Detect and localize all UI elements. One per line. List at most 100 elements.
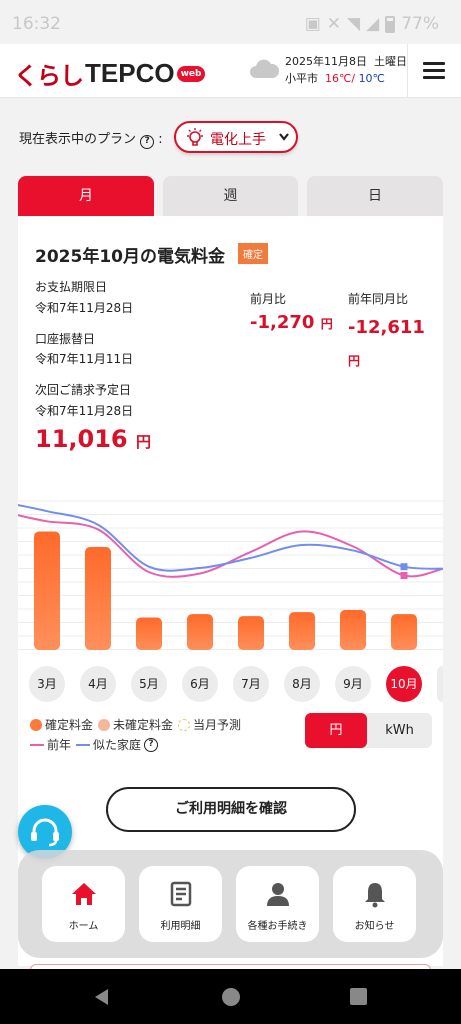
pay-due-value: 令和7年11月28日 bbox=[35, 301, 134, 315]
weather-date: 2025年11月8日 土曜日 bbox=[285, 53, 407, 69]
bar-10月[interactable] bbox=[391, 614, 417, 650]
app-header: くらし TEPCO web 2025年11月8日 土曜日 小平市 16℃/ 10… bbox=[0, 44, 461, 98]
headset-icon bbox=[31, 818, 59, 847]
home-circle-icon[interactable] bbox=[221, 987, 241, 1007]
plan-selector[interactable]: 電化上手 bbox=[174, 121, 298, 153]
tab-day[interactable]: 日 bbox=[307, 176, 443, 216]
nav-notices[interactable]: お知らせ bbox=[333, 866, 416, 942]
nav-procedures[interactable]: 各種お手続き bbox=[236, 866, 319, 942]
legend-confirmed-dot bbox=[30, 718, 42, 731]
line-marker bbox=[400, 572, 408, 579]
mute-icon: ✕ bbox=[326, 14, 342, 34]
tab-month[interactable]: 月 bbox=[18, 176, 154, 216]
bar-9月[interactable] bbox=[340, 610, 366, 650]
bar-7月[interactable] bbox=[238, 616, 264, 650]
temp-low: 10℃ bbox=[358, 72, 385, 85]
legend-forecast: 当月予測 bbox=[193, 718, 242, 732]
status-icons: ▣ ✕ ◥ ◢ 77% bbox=[305, 14, 439, 34]
legend-similar: 似た家庭 bbox=[93, 738, 142, 752]
unit-toggle: 円 kWh bbox=[305, 713, 432, 748]
debit-value: 令和7年11月11日 bbox=[35, 352, 134, 366]
bill-amount: 11,016 円 bbox=[35, 425, 151, 453]
bar-6月[interactable] bbox=[187, 614, 213, 650]
logo-web-badge: web bbox=[176, 65, 206, 82]
bar-3月[interactable] bbox=[34, 531, 60, 650]
help-icon[interactable]: ? bbox=[140, 135, 155, 149]
nav-usage-label: 利用明細 bbox=[160, 921, 201, 932]
tab-week[interactable]: 週 bbox=[163, 176, 298, 216]
weather-weekday: 土曜日 bbox=[374, 55, 407, 68]
legend-confirmed: 確定料金 bbox=[45, 718, 94, 732]
plan-label: 現在表示中のプラン bbox=[19, 132, 137, 147]
legend-row-2: 前年 似た家庭 ? bbox=[30, 736, 159, 753]
legend-forecast-dot bbox=[178, 718, 191, 731]
chevron-down-icon bbox=[279, 133, 289, 141]
screenshot-icon: ▣ bbox=[304, 14, 321, 34]
month-button-5月[interactable]: 5月 bbox=[131, 666, 167, 702]
legend-help-icon[interactable]: ? bbox=[144, 737, 159, 752]
document-icon bbox=[170, 881, 191, 907]
view-details-button[interactable]: ご利用明細を確認 bbox=[106, 787, 356, 832]
prev-month-unit: 円 bbox=[320, 317, 333, 331]
plan-label-row: 現在表示中のプラン ? : bbox=[19, 128, 163, 149]
legend-row-1: 確定料金 未確定料金 当月予測 bbox=[30, 716, 241, 733]
month-button-3月[interactable]: 3月 bbox=[29, 666, 65, 702]
hamburger-menu-icon[interactable] bbox=[423, 62, 445, 80]
prev-month-label: 前月比 bbox=[250, 292, 287, 306]
bar-8月[interactable] bbox=[289, 612, 315, 650]
bill-amount-value: 11,016 bbox=[35, 425, 128, 453]
nav-usage-details[interactable]: 利用明細 bbox=[139, 866, 222, 942]
line-similar-homes bbox=[18, 504, 443, 572]
line-marker bbox=[400, 563, 408, 571]
battery-percent: 77% bbox=[401, 14, 439, 34]
prev-month-diff: -1,270 円 bbox=[250, 312, 333, 333]
cloud-icon bbox=[250, 59, 280, 78]
debit-label: 口座振替日 bbox=[35, 332, 96, 346]
home-icon bbox=[71, 883, 96, 905]
weather-city: 小平市 bbox=[285, 72, 318, 85]
bill-title: 2025年10月の電気料金 bbox=[35, 247, 225, 267]
bill-chart bbox=[18, 500, 443, 650]
legend-lastyear-line bbox=[30, 743, 44, 746]
nav-home[interactable]: ホーム bbox=[42, 866, 125, 942]
back-icon[interactable] bbox=[93, 988, 111, 1006]
prev-year-label: 前年同月比 bbox=[348, 292, 409, 306]
month-button-4月[interactable]: 4月 bbox=[80, 666, 116, 702]
status-bar: 16:32 ▣ ✕ ◥ ◢ 77% bbox=[0, 0, 461, 44]
weather-temp: 小平市 16℃/ 10℃ bbox=[285, 70, 385, 86]
status-time: 16:32 bbox=[12, 14, 61, 34]
bar-5月[interactable] bbox=[136, 617, 162, 650]
month-button-6月[interactable]: 6月 bbox=[182, 666, 218, 702]
prev-year-unit: 円 bbox=[348, 354, 361, 368]
plan-colon: : bbox=[158, 132, 163, 147]
next-bill-label: 次回ご請求予定日 bbox=[35, 383, 132, 397]
pay-due-label: お支払期限日 bbox=[35, 280, 108, 294]
bar-4月[interactable] bbox=[85, 547, 111, 650]
system-nav-bar bbox=[0, 969, 461, 1024]
logo-mark: くらし bbox=[14, 62, 84, 90]
weather-date-text: 2025年11月8日 bbox=[285, 55, 367, 68]
prev-year-diff: -12,611 円 bbox=[348, 312, 428, 377]
legend-unconfirmed-dot bbox=[98, 718, 111, 731]
tepco-logo[interactable]: くらし TEPCO web bbox=[14, 56, 206, 91]
prev-year-value: -12,611 bbox=[348, 317, 425, 338]
bill-amount-unit: 円 bbox=[135, 433, 151, 451]
recents-icon[interactable] bbox=[350, 988, 367, 1005]
line-last-year bbox=[18, 514, 443, 578]
month-button-7月[interactable]: 7月 bbox=[233, 666, 269, 702]
unit-kwh-button[interactable]: kWh bbox=[385, 723, 414, 738]
logo-text: TEPCO bbox=[85, 58, 175, 88]
bell-icon bbox=[364, 883, 385, 908]
month-button-8月[interactable]: 8月 bbox=[284, 666, 320, 702]
month-button-9月[interactable]: 9月 bbox=[335, 666, 371, 702]
signal-icon: ◢ bbox=[366, 14, 380, 34]
battery-icon bbox=[385, 15, 396, 33]
nav-procedures-label: 各種お手続き bbox=[247, 921, 308, 932]
unit-yen-button[interactable]: 円 bbox=[305, 713, 367, 748]
month-button-next-partial[interactable] bbox=[437, 666, 443, 702]
bottom-nav: ホーム 利用明細 各種お手続き お知らせ bbox=[18, 850, 443, 958]
month-button-10月[interactable]: 10月 bbox=[386, 666, 422, 702]
nav-home-label: ホーム bbox=[68, 921, 99, 932]
legend-lastyear: 前年 bbox=[47, 738, 72, 752]
plan-name: 電化上手 bbox=[210, 132, 266, 148]
